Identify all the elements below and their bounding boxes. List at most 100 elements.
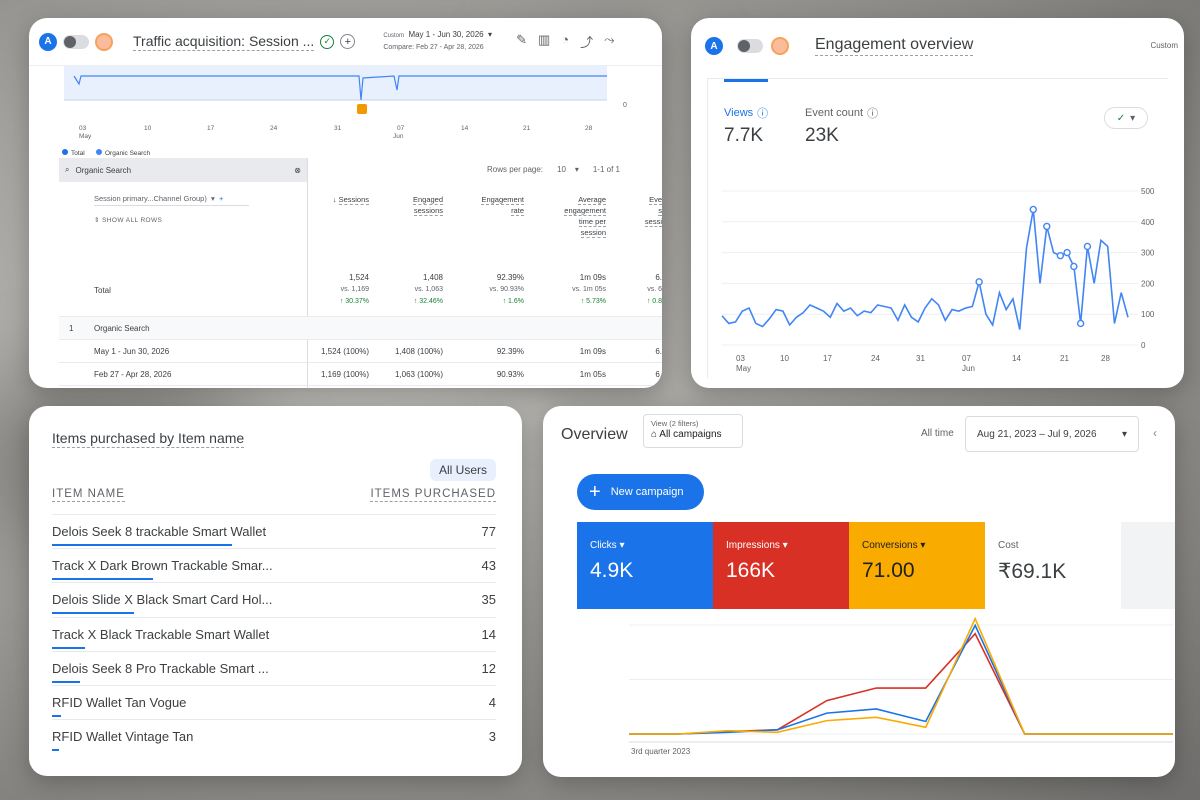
column-header[interactable]: Engagement rate (481, 194, 524, 216)
card-title[interactable]: Items purchased by Item name (52, 430, 245, 448)
column-header[interactable]: ↓ Sessions (333, 194, 369, 205)
add-comparison-icon[interactable]: + (340, 34, 356, 49)
check-circle-icon: ✓ (1116, 112, 1126, 124)
data-point[interactable] (975, 278, 983, 286)
table-row[interactable]: 1 Organic Search (59, 316, 662, 339)
toolbar: A Traffic acquisition: Session ... ✓ + C… (29, 18, 662, 66)
kpi-conversions[interactable]: Conversions ▾ 71.00 (849, 522, 985, 609)
columns-icon[interactable]: ▥ (537, 32, 551, 47)
column-header[interactable]: Engaged sessions (412, 194, 443, 216)
kpi-cost[interactable]: Cost ₹69.1K (985, 522, 1121, 609)
search-input[interactable]: Organic Search (75, 165, 132, 175)
chevron-left-icon[interactable]: ‹ (1153, 426, 1157, 440)
date-range-picker[interactable]: Custom May 1 - Jun 30, 2026 ▾ Compare: F… (383, 29, 492, 54)
x-tick-label: 03 (79, 125, 87, 132)
kpi-cost-value: ₹69.1K (998, 560, 1067, 583)
avatar[interactable]: A (705, 37, 723, 55)
kpi-impressions[interactable]: Impressions ▾ 166K (713, 522, 849, 609)
data-point[interactable] (1029, 205, 1037, 214)
home-icon: ⌂ (651, 429, 658, 440)
x-tick-label: 07 (962, 354, 971, 363)
data-point[interactable] (1076, 319, 1085, 328)
x-axis-ticks: 03 10 17 24 31 07 14 21 28 (79, 125, 593, 132)
settings-icon[interactable] (95, 32, 113, 51)
kpi-event-count[interactable]: Event count ⓘ 23K (805, 105, 878, 147)
list-item[interactable]: Track X Black Trackable Smart Wallet 14 (52, 616, 496, 651)
insights-dropdown[interactable]: ✓ ▾ (1104, 107, 1148, 129)
list-item[interactable]: RFID Wallet Vintage Tan 3 (52, 719, 496, 753)
y-zero-label: 0 (623, 102, 627, 109)
show-all-rows-label: SHOW ALL ROWS (102, 217, 163, 224)
help-icon[interactable]: ⓘ (867, 108, 879, 120)
column-header[interactable]: Eve s sessi (644, 194, 662, 227)
kpi-clicks-value: 4.9K (590, 559, 634, 582)
table-row[interactable]: Feb 27 - Apr 28, 2026 1,169 (100%) 1,063 (… (59, 362, 662, 385)
date-range-select[interactable]: Aug 21, 2023 – Jul 9, 2026 ▾ (965, 416, 1139, 452)
rows-per-page-select[interactable]: 10 ▾ (557, 165, 579, 174)
col-header-item-name[interactable]: ITEM NAME (52, 488, 125, 502)
segment-chip[interactable]: All Users (429, 459, 496, 481)
trend-icon[interactable]: ⤳ (604, 32, 615, 47)
row-cell: 1m 09s (579, 346, 606, 356)
help-icon[interactable]: ⓘ (757, 108, 769, 120)
row-label: Organic Search (94, 323, 150, 333)
campaign-overview-card: Overview View (2 filters) ⌂ All campaign… (543, 406, 1175, 777)
avatar[interactable]: A (39, 32, 57, 51)
list-item[interactable]: RFID Wallet Tan Vogue 4 (52, 685, 496, 719)
list-item[interactable]: Delois Seek 8 Pro Trackable Smart ... 12 (52, 650, 496, 685)
compare-toggle[interactable] (737, 39, 763, 53)
kpi-views[interactable]: Views ⓘ 7.7K (724, 105, 768, 147)
check-circle-icon[interactable]: ✓ (320, 34, 335, 49)
new-campaign-button[interactable]: + New campaign (577, 474, 704, 510)
rows-per-page-label: Rows per page: (487, 165, 544, 174)
x-tick-label: 17 (823, 354, 832, 363)
kpi-clicks-label: Clicks (590, 540, 617, 551)
list-item[interactable]: Track X Dark Brown Trackable Smar... 43 (52, 548, 496, 582)
annotation-marker[interactable] (357, 104, 367, 114)
column-header[interactable]: Average engagement time per session (564, 194, 606, 238)
dimension-select[interactable]: Session primary...Channel Group) ▾ + (94, 194, 249, 206)
x-tick-label: 17 (207, 125, 215, 132)
views-chart-panel: Views ⓘ 7.7K Event count ⓘ 23K ✓ ▾ 500 400 30… (707, 78, 1168, 378)
total-cell: 6. vs. 6 ↑ 0.8 (647, 272, 662, 308)
report-title[interactable]: Traffic acquisition: Session ... (133, 32, 315, 51)
toolbar-icons: ✎ ▥ ◔ ⤴ ⤳ (516, 32, 614, 51)
data-point[interactable] (1056, 251, 1065, 260)
settings-icon[interactable] (771, 37, 789, 55)
data-point[interactable] (1083, 242, 1092, 251)
report-title[interactable]: Engagement overview (815, 36, 974, 56)
item-name: Delois Seek 8 trackable Smart Wallet (52, 524, 267, 539)
col-header-items-purchased[interactable]: ITEMS PURCHASED (370, 488, 496, 502)
show-all-rows[interactable]: ⇕ SHOW ALL ROWS (94, 217, 163, 224)
kpi-clicks[interactable]: Clicks ▾ 4.9K (577, 522, 713, 609)
table-search[interactable]: ⌕ Organic Search ⊗ (59, 158, 307, 182)
column-header-text: session (580, 228, 606, 238)
list-item[interactable]: Delois Slide X Black Smart Card Hol... 35 (52, 582, 496, 616)
compare-toggle[interactable] (63, 34, 89, 49)
list-item[interactable]: Delois Seek 8 trackable Smart Wallet 77 (52, 514, 496, 548)
toolbar: A Engagement overview (691, 18, 1184, 74)
y-tick-label: 400 (1141, 218, 1155, 227)
table-row[interactable]: % change30.37%32.46%1.6%5.73%0.8 (59, 385, 662, 388)
kpi-views-value: 7.7K (724, 125, 764, 146)
data-point[interactable] (1063, 248, 1071, 257)
data-point[interactable] (1043, 222, 1051, 231)
data-point[interactable] (1070, 262, 1078, 271)
total-v: 1m 09s (579, 273, 606, 282)
table-row[interactable]: May 1 - Jun 30, 2026 1,524 (100%) 1,408 (1… (59, 339, 662, 362)
insights-icon[interactable]: ◔ (561, 32, 570, 47)
total-ch: ↑ 5.73% (580, 298, 606, 305)
date-label[interactable]: Custom (1150, 41, 1178, 50)
share-icon[interactable]: ⤴ (580, 35, 594, 50)
column-header-text: rate (511, 206, 524, 216)
legend-total: Total (71, 150, 85, 157)
edit-report-icon[interactable]: ✎ (516, 32, 527, 47)
item-count: 3 (488, 729, 496, 745)
chevron-down-icon: ▾ (1130, 112, 1136, 124)
sessions-series-line (73, 75, 607, 101)
view-filter[interactable]: View (2 filters) ⌂ All campaigns (643, 414, 743, 448)
add-dimension-icon[interactable]: + (218, 194, 224, 203)
row-label: Feb 27 - Apr 28, 2026 (94, 369, 172, 379)
clear-search-icon[interactable]: ⊗ (294, 165, 301, 175)
x-tick-label: 28 (1101, 354, 1110, 363)
